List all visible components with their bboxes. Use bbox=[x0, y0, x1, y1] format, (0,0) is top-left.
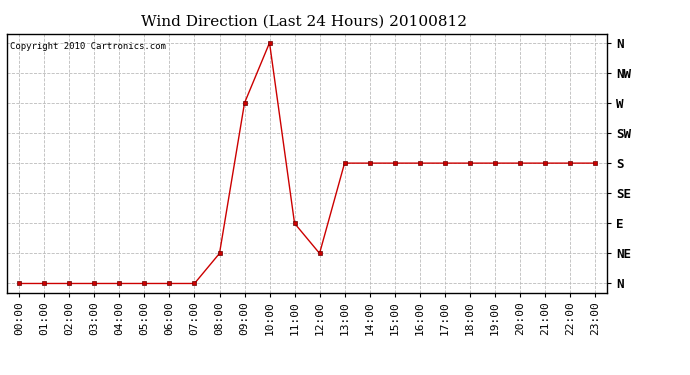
Text: Wind Direction (Last 24 Hours) 20100812: Wind Direction (Last 24 Hours) 20100812 bbox=[141, 15, 466, 29]
Text: Copyright 2010 Cartronics.com: Copyright 2010 Cartronics.com bbox=[10, 42, 166, 51]
